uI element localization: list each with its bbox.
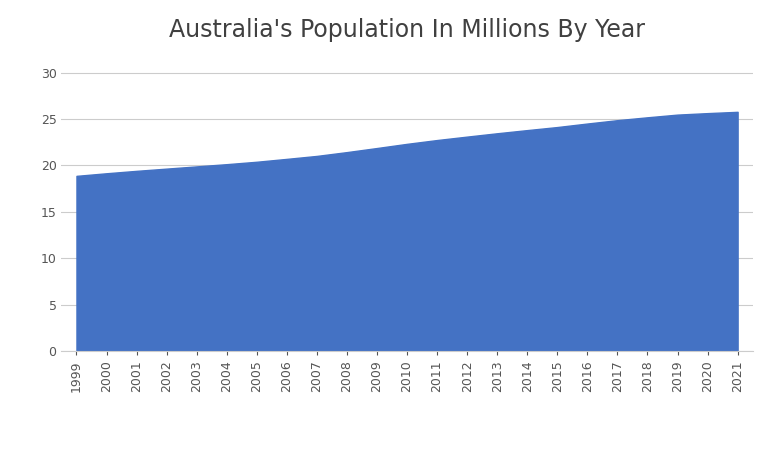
Title: Australia's Population In Millions By Year: Australia's Population In Millions By Ye… <box>169 18 645 42</box>
